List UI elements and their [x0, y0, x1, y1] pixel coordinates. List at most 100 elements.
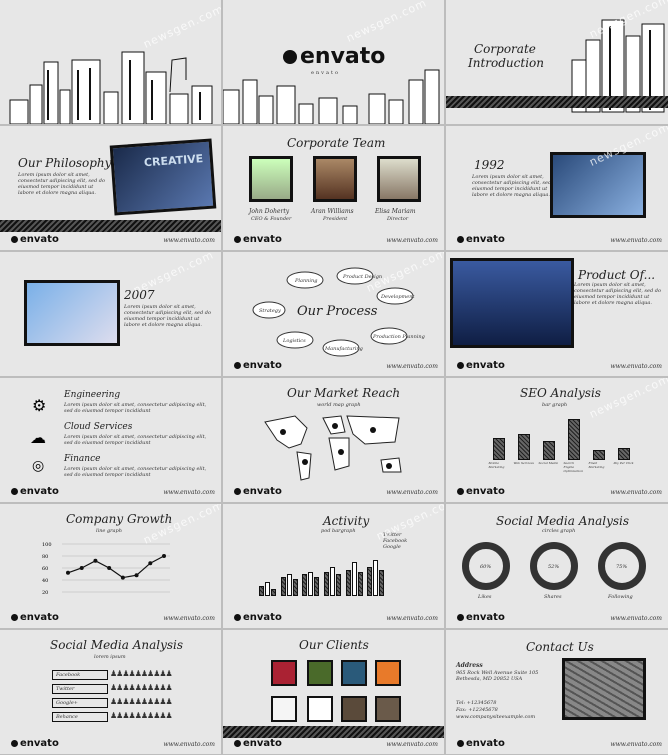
hatched-ground	[223, 726, 444, 738]
slide-envato-logo[interactable]: envato envato newsgen.com	[223, 0, 444, 124]
service-body: Lorem ipsum dolor sit amet, consectetur …	[64, 434, 207, 446]
slide-our-process[interactable]: Planning Product Design Development Prod…	[223, 252, 444, 376]
seo-category-label: Pay Per Click	[613, 461, 634, 465]
coins-icon: ◎	[32, 458, 45, 474]
leaf-icon	[234, 740, 241, 747]
website-url: www.envato.com	[163, 489, 215, 496]
slide-subtitle: world map graph	[317, 402, 361, 408]
client-logo-4[interactable]	[375, 660, 401, 686]
slide-social-people[interactable]: Social Media Analysis lorem ipsum Facebo…	[0, 630, 221, 754]
slide-subtitle: pod bargraph	[321, 528, 356, 534]
website-url: www.envato.com	[386, 237, 438, 244]
slide-year-1992[interactable]: 1992 Lorem ipsum dolor sit amet, consect…	[446, 126, 668, 250]
slide-year-2007[interactable]: 2007 Lorem ipsum dolor sit amet, consect…	[0, 252, 221, 376]
slide-philosophy[interactable]: Our Philosophy Lorem ipsum dolor sit ame…	[0, 126, 221, 250]
website-url: www.envato.com	[610, 363, 662, 370]
envato-logo: envato	[234, 486, 282, 497]
process-step: Planning	[295, 278, 318, 284]
slide-company-growth[interactable]: Company Growth line graph 100 80 60 40 20 en…	[0, 504, 221, 628]
member-name: Aran Williams	[311, 208, 354, 215]
address-label: Address	[456, 662, 483, 669]
slide-market-reach[interactable]: Our Market Reach world map graph envato …	[223, 378, 444, 502]
slide-seo-analysis[interactable]: SEO Analysis bar graph Mobile Marketing W…	[446, 378, 668, 502]
slide-social-circles[interactable]: Social Media Analysis circles graph 60% …	[446, 504, 668, 628]
ring-chart	[462, 542, 510, 590]
service-title: Engineering	[64, 390, 121, 400]
ring-label: Likes	[478, 594, 492, 600]
website-url: www.envato.com	[386, 489, 438, 496]
laptop-photo	[550, 152, 646, 218]
seo-bar	[567, 419, 580, 460]
location-map[interactable]	[562, 658, 646, 720]
client-logo-8[interactable]	[375, 696, 401, 722]
leaf-icon	[11, 236, 18, 243]
y-tick-label: 100	[42, 542, 52, 548]
slide-corporate-team[interactable]: Corporate Team John Doherty CEO & Founde…	[223, 126, 444, 250]
leaf-icon	[457, 614, 464, 621]
slide-title: Company Growth	[66, 512, 173, 526]
envato-logo: envato	[11, 486, 59, 497]
website-url: www.envato.com	[610, 237, 662, 244]
slide-year: 2007	[124, 288, 155, 302]
ring-percent: 60%	[480, 564, 492, 570]
activity-bar	[314, 576, 320, 596]
slide-our-clients[interactable]: Our Clients envato www.envato.com	[223, 630, 444, 754]
activity-bar	[379, 569, 385, 596]
leaf-icon	[234, 614, 241, 621]
social-row-label: Facebook	[52, 670, 108, 680]
member-role: CEO & Founder	[251, 216, 292, 222]
leaf-icon	[11, 740, 18, 747]
handshake-photo	[24, 280, 120, 346]
process-step: Product Design	[343, 274, 383, 280]
client-logo-5[interactable]	[271, 696, 297, 722]
website-url: www.envato.com	[610, 615, 662, 622]
slide-subtitle: circles graph	[542, 528, 576, 534]
slide-corporate-introduction[interactable]: Corporate Introduction newsgen.com	[446, 0, 668, 124]
activity-bar	[357, 572, 363, 596]
ring-percent: 75%	[616, 564, 628, 570]
fax-text: Fax: +12345678	[456, 707, 498, 713]
client-logo-2[interactable]	[307, 660, 333, 686]
slide-city-skyline[interactable]: newsgen.com	[0, 0, 221, 124]
service-title: Finance	[64, 454, 101, 464]
envato-logo: envato	[234, 738, 282, 749]
leaf-icon	[11, 614, 18, 621]
email-text[interactable]: www.companysiteexample.com	[456, 714, 536, 720]
activity-bar	[308, 572, 314, 596]
slide-title: Our Process	[297, 304, 378, 319]
seo-category-label: Web Services	[513, 461, 534, 465]
slide-title: Contact Us	[526, 640, 594, 654]
envato-logo: envato	[457, 486, 505, 497]
website-url: www.envato.com	[386, 741, 438, 748]
watermark: newsgen.com	[374, 504, 444, 543]
slide-contact-us[interactable]: Contact Us Address 965 Rock Well Avenue …	[446, 630, 668, 754]
member-role: President	[323, 216, 348, 222]
seo-category-label: Search Engine Optimization	[563, 461, 584, 473]
growth-point	[107, 566, 112, 570]
chart-legend: Twitter Facebook Google	[383, 532, 407, 550]
ring-label: Following	[608, 594, 633, 600]
growth-point	[120, 575, 125, 580]
client-logo-7[interactable]	[341, 696, 367, 722]
activity-bar	[271, 588, 276, 596]
client-logo-1[interactable]	[271, 660, 297, 686]
growth-point	[93, 558, 98, 563]
slide-title: Our Philosophy	[18, 156, 112, 170]
hatched-ground	[446, 96, 668, 108]
client-logo-3[interactable]	[341, 660, 367, 686]
ring-chart	[530, 542, 578, 590]
seo-bar-chart: Mobile Marketing Web Services Social Media…	[486, 412, 636, 473]
slide-services[interactable]: ⚙ Engineering Lorem ipsum dolor sit amet…	[0, 378, 221, 502]
growth-point	[148, 561, 153, 566]
slide-activity[interactable]: Activity pod bargraph Twitter Facebook G…	[223, 504, 444, 628]
seo-bar	[592, 450, 605, 460]
people-icons: ♟♟♟♟♟♟♟♟♟♟	[110, 697, 173, 706]
client-logo-6[interactable]	[307, 696, 333, 722]
website-url: www.envato.com	[163, 615, 215, 622]
gears-icon: ⚙	[32, 396, 47, 415]
slide-title: Social Media Analysis	[496, 514, 630, 528]
envato-logo: envato	[234, 612, 282, 623]
service-body: Lorem ipsum dolor sit amet, consectetur …	[64, 466, 207, 478]
y-tick-label: 60	[42, 566, 48, 572]
slide-product-of[interactable]: Product Of... Lorem ipsum dolor sit amet…	[446, 252, 668, 376]
